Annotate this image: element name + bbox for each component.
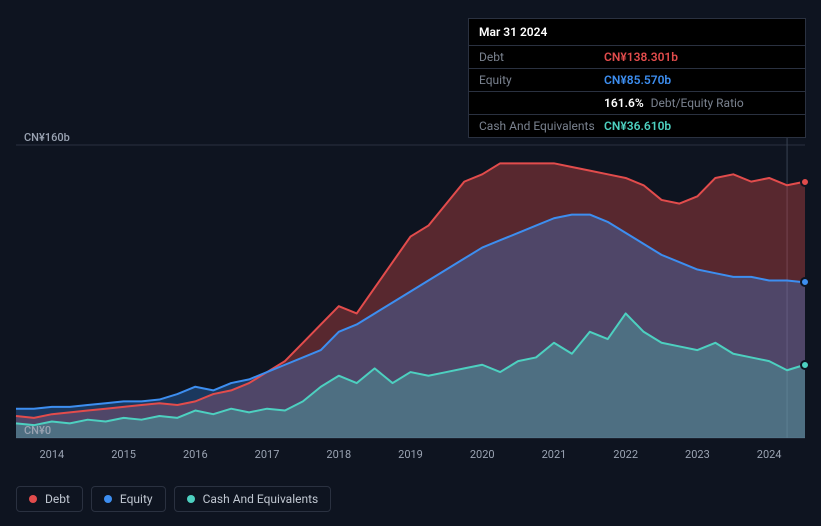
tooltip-row-label: Debt — [479, 50, 604, 64]
x-axis-tick-label: 2024 — [757, 448, 782, 461]
x-axis-tick-label: 2015 — [111, 448, 136, 461]
legend-color-dot — [104, 495, 112, 503]
tooltip-date: Mar 31 2024 — [469, 19, 805, 46]
series-end-marker — [800, 360, 810, 370]
x-axis-tick-label: 2022 — [613, 448, 638, 461]
tooltip-row-label: Equity — [479, 73, 604, 87]
legend-label: Equity — [120, 492, 153, 506]
legend-color-dot — [29, 495, 37, 503]
x-axis-tick-label: 2018 — [326, 448, 351, 461]
legend-color-dot — [187, 495, 195, 503]
x-axis-tick-label: 2014 — [39, 448, 64, 461]
x-axis-tick-label: 2020 — [470, 448, 495, 461]
legend-item[interactable]: Equity — [91, 486, 166, 512]
legend-label: Debt — [45, 492, 70, 506]
tooltip-row-value: CN¥85.570b — [604, 73, 671, 87]
tooltip-row-label — [479, 96, 604, 110]
chart-legend: Debt Equity Cash And Equivalents — [16, 486, 331, 512]
legend-item[interactable]: Cash And Equivalents — [174, 486, 332, 512]
tooltip-row: 161.6% Debt/Equity Ratio — [469, 92, 805, 115]
legend-label: Cash And Equivalents — [203, 492, 319, 506]
y-axis-tick-label: CN¥0 — [24, 424, 51, 437]
series-end-marker — [800, 277, 810, 287]
x-axis-tick-label: 2021 — [542, 448, 567, 461]
tooltip-row-label: Cash And Equivalents — [479, 119, 604, 133]
tooltip-row-value: 161.6% Debt/Equity Ratio — [604, 96, 744, 110]
tooltip-row-value: CN¥36.610b — [604, 119, 671, 133]
tooltip-row-value: CN¥138.301b — [604, 50, 678, 64]
y-axis-tick-label: CN¥160b — [24, 131, 70, 144]
x-axis-tick-label: 2019 — [398, 448, 423, 461]
x-axis-tick-label: 2023 — [685, 448, 710, 461]
chart-tooltip: Mar 31 2024 DebtCN¥138.301bEquityCN¥85.5… — [468, 18, 806, 138]
tooltip-row-extra: Debt/Equity Ratio — [648, 96, 744, 110]
chart-container: Mar 31 2024 DebtCN¥138.301bEquityCN¥85.5… — [0, 0, 821, 526]
legend-item[interactable]: Debt — [16, 486, 83, 512]
tooltip-row: Cash And EquivalentsCN¥36.610b — [469, 115, 805, 137]
x-axis-tick-label: 2016 — [183, 448, 208, 461]
series-end-marker — [800, 177, 810, 187]
tooltip-row: DebtCN¥138.301b — [469, 46, 805, 69]
x-axis-tick-label: 2017 — [255, 448, 280, 461]
tooltip-row: EquityCN¥85.570b — [469, 69, 805, 92]
